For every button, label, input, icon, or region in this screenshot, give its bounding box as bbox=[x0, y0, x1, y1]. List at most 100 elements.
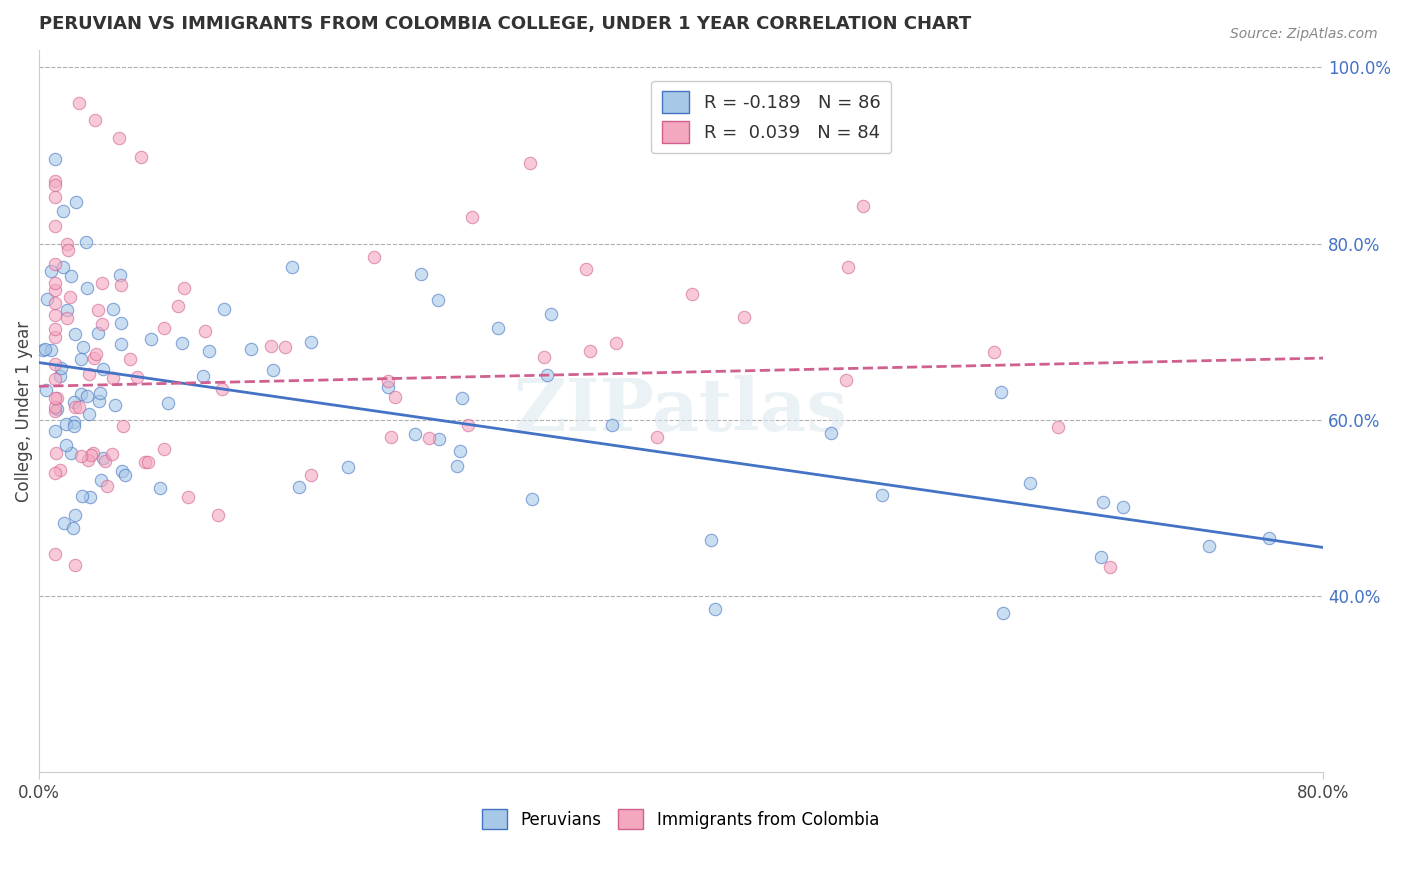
Point bbox=[700, 533, 723, 548]
Point bbox=[89, 385, 111, 400]
Point bbox=[44, 152, 66, 166]
Point bbox=[153, 442, 176, 456]
Point bbox=[72, 489, 94, 503]
Point bbox=[63, 418, 86, 433]
Point bbox=[114, 468, 136, 483]
Point bbox=[44, 322, 66, 336]
Point bbox=[63, 415, 86, 429]
Point bbox=[45, 391, 67, 405]
Point bbox=[44, 276, 66, 290]
Text: PERUVIAN VS IMMIGRANTS FROM COLOMBIA COLLEGE, UNDER 1 YEAR CORRELATION CHART: PERUVIAN VS IMMIGRANTS FROM COLOMBIA COL… bbox=[38, 15, 970, 33]
Point bbox=[90, 317, 112, 331]
Point bbox=[56, 311, 79, 326]
Point bbox=[55, 417, 77, 432]
Point bbox=[96, 479, 118, 493]
Point bbox=[191, 368, 214, 383]
Point bbox=[600, 417, 623, 432]
Point bbox=[852, 198, 875, 212]
Point bbox=[44, 174, 66, 188]
Point bbox=[1198, 540, 1220, 554]
Point bbox=[91, 362, 114, 376]
Point bbox=[44, 371, 66, 385]
Point bbox=[409, 268, 432, 282]
Point bbox=[1092, 495, 1115, 509]
Point bbox=[377, 374, 399, 388]
Point bbox=[44, 330, 66, 344]
Point bbox=[44, 400, 66, 414]
Y-axis label: College, Under 1 year: College, Under 1 year bbox=[15, 320, 32, 501]
Point bbox=[110, 277, 132, 292]
Point bbox=[44, 404, 66, 418]
Point bbox=[63, 326, 86, 341]
Point bbox=[451, 391, 474, 405]
Point bbox=[101, 371, 124, 385]
Point bbox=[427, 432, 450, 446]
Point bbox=[240, 342, 263, 356]
Point bbox=[110, 337, 132, 351]
Point bbox=[87, 302, 110, 317]
Point bbox=[281, 260, 304, 275]
Point bbox=[575, 262, 598, 277]
Point bbox=[59, 290, 82, 304]
Point bbox=[536, 368, 558, 383]
Point bbox=[63, 558, 86, 573]
Point bbox=[52, 260, 75, 275]
Point bbox=[426, 293, 449, 307]
Point bbox=[446, 459, 468, 474]
Point bbox=[111, 419, 134, 434]
Point bbox=[77, 408, 100, 422]
Point bbox=[211, 382, 233, 396]
Point bbox=[108, 268, 131, 282]
Point bbox=[111, 464, 134, 478]
Point bbox=[91, 450, 114, 465]
Point bbox=[44, 219, 66, 234]
Point bbox=[418, 431, 440, 445]
Point bbox=[336, 460, 359, 475]
Point bbox=[377, 380, 399, 394]
Point bbox=[579, 344, 602, 359]
Point bbox=[49, 360, 72, 375]
Point bbox=[138, 455, 160, 469]
Point bbox=[870, 488, 893, 502]
Point bbox=[70, 352, 93, 367]
Point bbox=[101, 447, 124, 461]
Point bbox=[86, 347, 108, 361]
Point bbox=[194, 324, 217, 338]
Point bbox=[76, 453, 98, 467]
Point bbox=[34, 342, 56, 356]
Point bbox=[39, 264, 62, 278]
Point bbox=[35, 383, 58, 397]
Point bbox=[461, 210, 484, 224]
Point bbox=[44, 547, 66, 561]
Point bbox=[67, 95, 90, 110]
Point bbox=[49, 368, 72, 383]
Point bbox=[62, 521, 84, 535]
Point bbox=[167, 299, 190, 313]
Point bbox=[262, 363, 284, 377]
Point bbox=[44, 308, 66, 322]
Point bbox=[56, 237, 79, 252]
Point bbox=[486, 321, 509, 335]
Point bbox=[45, 446, 67, 460]
Point bbox=[35, 293, 58, 307]
Point bbox=[991, 607, 1014, 621]
Point bbox=[31, 343, 53, 357]
Point bbox=[46, 401, 69, 416]
Point bbox=[104, 399, 127, 413]
Point bbox=[540, 307, 562, 321]
Point bbox=[260, 339, 283, 353]
Point bbox=[404, 426, 426, 441]
Point bbox=[274, 340, 297, 354]
Point bbox=[1258, 531, 1281, 545]
Point bbox=[197, 343, 219, 358]
Point bbox=[69, 386, 91, 401]
Point bbox=[457, 417, 479, 432]
Point bbox=[152, 321, 174, 335]
Point bbox=[44, 257, 66, 271]
Point bbox=[65, 401, 87, 415]
Point bbox=[983, 345, 1005, 359]
Point bbox=[173, 281, 195, 295]
Point bbox=[835, 373, 858, 387]
Point bbox=[76, 389, 98, 403]
Point bbox=[90, 277, 112, 291]
